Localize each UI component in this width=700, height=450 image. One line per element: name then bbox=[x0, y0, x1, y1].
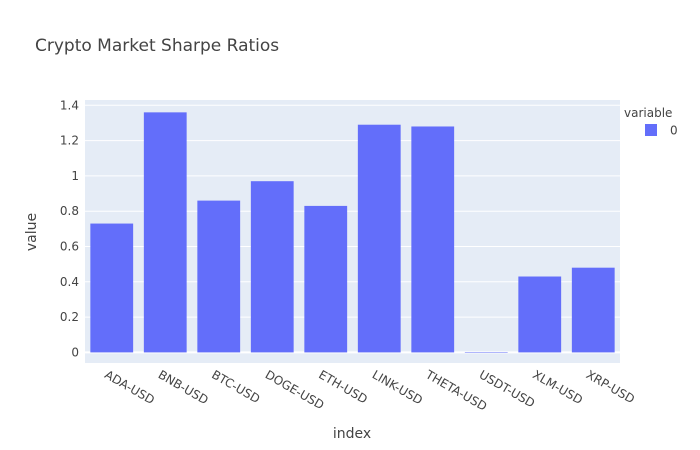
y-axis-title: value bbox=[24, 213, 40, 251]
x-tick-label: XLM-USD bbox=[530, 367, 585, 407]
bar-usdt-usd[interactable] bbox=[464, 352, 508, 353]
bar-link-usd[interactable] bbox=[357, 124, 401, 353]
bar-doge-usd[interactable] bbox=[250, 181, 294, 353]
x-axis-title: index bbox=[333, 426, 371, 442]
bar-eth-usd[interactable] bbox=[304, 205, 348, 353]
bar-xrp-usd[interactable] bbox=[571, 267, 615, 353]
bar-bnb-usd[interactable] bbox=[143, 112, 187, 353]
y-tick-label: 0.4 bbox=[60, 275, 79, 289]
bar-theta-usd[interactable] bbox=[411, 126, 455, 353]
x-tick-label: ADA-USD bbox=[102, 367, 157, 407]
bar-ada-usd[interactable] bbox=[90, 223, 134, 353]
legend-title: variable bbox=[624, 106, 672, 120]
x-tick-label: BTC-USD bbox=[209, 367, 262, 406]
x-tick-label: LINK-USD bbox=[370, 367, 425, 407]
bar-xlm-usd[interactable] bbox=[518, 276, 562, 353]
x-tick-label: XRP-USD bbox=[584, 367, 637, 406]
y-tick-label: 0.2 bbox=[60, 310, 79, 324]
y-tick-label: 1.4 bbox=[60, 98, 79, 112]
y-tick-label: 1 bbox=[71, 169, 79, 183]
x-tick-label: BNB-USD bbox=[156, 367, 211, 407]
y-tick-label: 1.2 bbox=[60, 134, 79, 148]
y-axis-ticks: 0 0.2 0.4 0.6 0.8 1 1.2 1.4 bbox=[60, 98, 79, 359]
chart-title: Crypto Market Sharpe Ratios bbox=[35, 36, 279, 56]
legend-entry-label[interactable]: 0 bbox=[670, 124, 678, 138]
y-tick-label: 0 bbox=[71, 345, 79, 359]
bars bbox=[90, 112, 615, 353]
y-tick-label: 0.6 bbox=[60, 240, 79, 254]
legend-swatch[interactable] bbox=[645, 124, 657, 136]
y-tick-label: 0.8 bbox=[60, 204, 79, 218]
bar-btc-usd[interactable] bbox=[197, 200, 241, 353]
x-tick-label: DOGE-USD bbox=[263, 367, 327, 412]
legend: variable 0 bbox=[624, 106, 678, 138]
